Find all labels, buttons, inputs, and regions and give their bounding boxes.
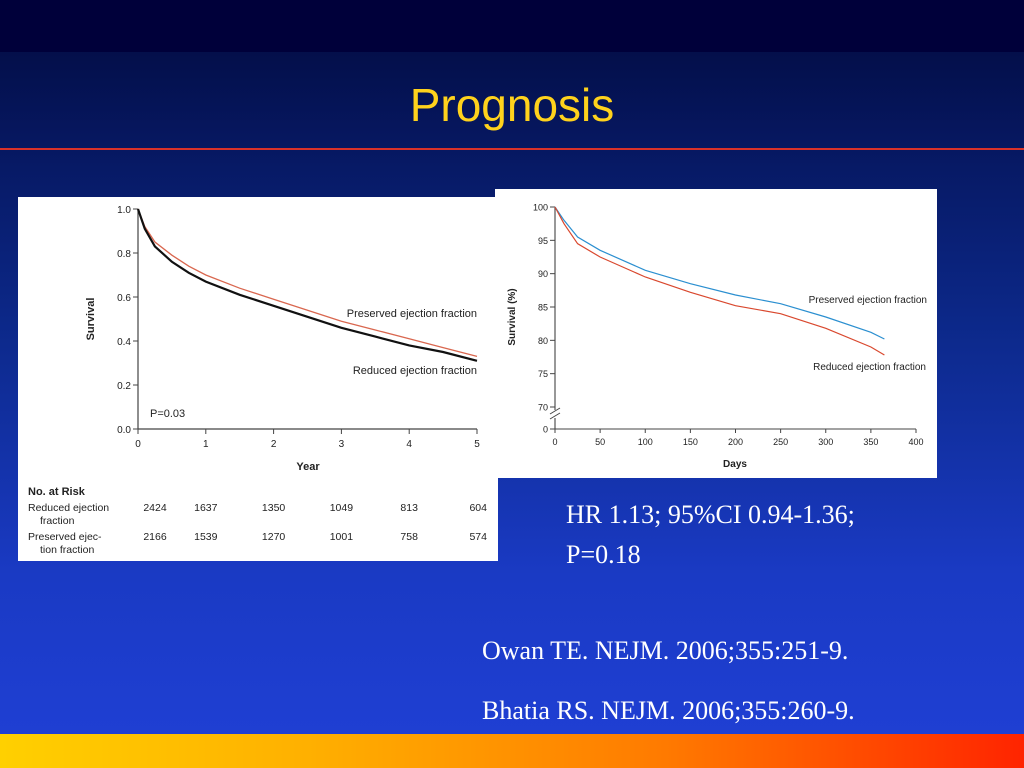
risk-table-value: 2166 [143,531,167,543]
y-tick-label: 0.2 [117,381,131,392]
risk-table-header: No. at Risk [28,486,86,498]
y-tick-label: 90 [538,269,548,279]
y-tick-label: 0.8 [117,249,131,260]
x-axis-title: Year [296,461,320,473]
x-tick-label: 400 [908,437,923,447]
risk-row-label: Preserved ejec- [28,531,102,543]
legend-reduced: Reduced ejection fraction [353,365,477,377]
series-line [136,208,478,362]
risk-row-label: Reduced ejection [28,502,109,514]
p-value-annotation: P=0.03 [150,408,185,420]
x-tick-label: 200 [728,437,743,447]
y-tick-label: 95 [538,236,548,246]
x-tick-label: 0 [135,439,141,450]
x-tick-label: 0 [552,437,557,447]
x-tick-label: 50 [595,437,605,447]
legend-preserved: Preserved ejection fraction [347,308,477,320]
title-divider [0,148,1024,150]
risk-table-value: 758 [400,531,418,543]
x-tick-label: 5 [474,439,480,450]
y-tick-label: 0.0 [117,425,131,436]
footer-band [0,734,1024,768]
y-axis-title: Survival (%) [507,288,518,345]
x-axis-title: Days [723,459,747,470]
risk-table-value: 604 [469,502,487,514]
axis-break-mark [549,407,561,415]
risk-table-value: 574 [469,531,487,543]
risk-table-value: 1350 [262,502,286,514]
legend-reduced: Reduced ejection fraction [813,362,926,373]
series-line [554,206,885,356]
x-tick-label: 2 [271,439,277,450]
risk-table-value: 1637 [194,502,218,514]
x-tick-label: 150 [683,437,698,447]
x-tick-label: 250 [773,437,788,447]
y-tick-label: 80 [538,336,548,346]
risk-table-value: 2424 [143,502,167,514]
risk-row-label: fraction [40,515,75,527]
right-survival-chart: 0 70 75 80 85 90 95 100 0 50 100 150 200 250 300 350 40… [507,203,927,471]
x-tick-label: 300 [818,437,833,447]
y-tick-label: 75 [538,369,548,379]
series-line [137,208,478,358]
x-tick-label: 4 [406,439,412,450]
risk-table-value: 1270 [262,531,286,543]
legend-preserved: Preserved ejection fraction [809,295,927,306]
risk-table-value: 1001 [330,531,354,543]
x-tick-label: 100 [638,437,653,447]
hazard-ratio-line: HR 1.13; 95%CI 0.94-1.36; [566,500,855,529]
x-tick-label: 350 [863,437,878,447]
reference-bhatia: Bhatia RS. NEJM. 2006;355:260-9. [482,696,855,725]
y-tick-label: 0.4 [117,337,131,348]
y-tick-label: 100 [533,203,548,213]
series-line [554,206,885,340]
risk-table: No. at Risk Reduced ejection fraction Pr… [28,486,487,556]
y-tick-label: 70 [538,403,548,413]
axis-break-mark [549,412,561,420]
p-value-line: P=0.18 [566,540,641,569]
reference-owan: Owan TE. NEJM. 2006;355:251-9. [482,636,849,665]
y-axis-title: Survival [85,298,97,341]
risk-table-value: 813 [400,502,418,514]
risk-row-label: tion fraction [40,544,94,556]
x-tick-label: 3 [339,439,345,450]
y-tick-label: 0 [543,425,548,435]
risk-table-value: 1539 [194,531,218,543]
right-chart-panel: 0 70 75 80 85 90 95 100 0 50 100 150 200 250 300 350 40… [495,189,937,478]
y-tick-label: 0.6 [117,293,131,304]
y-tick-label: 85 [538,303,548,313]
slide-title: Prognosis [409,79,615,131]
y-tick-label: 1.0 [117,205,131,216]
risk-table-value: 1049 [330,502,354,514]
title-band [0,0,1024,52]
x-tick-label: 1 [203,439,209,450]
